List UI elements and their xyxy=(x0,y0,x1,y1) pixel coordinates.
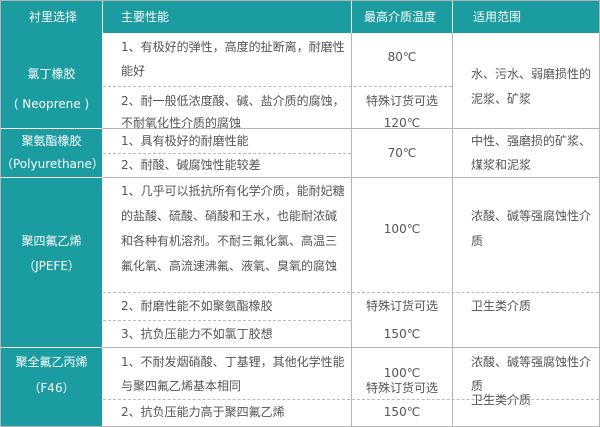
property-line: 1、有极好的弹性，高度的扯断离，耐磨性 xyxy=(121,40,345,54)
property-line: 2、耐酸、碱腐蚀性能较差 xyxy=(121,158,261,172)
property-line: 2、耐一般低浓度酸、碱、盐介质的腐蚀， xyxy=(121,94,345,108)
header-application: 适用范围 xyxy=(473,10,522,24)
application-line: 水、污水、弱磨损性的 xyxy=(471,67,592,81)
row-divider xyxy=(1,177,599,178)
temperature: 150℃ xyxy=(383,405,421,419)
temperature-note: 特殊订货可选 xyxy=(365,299,438,313)
property-line: 不耐氧化性介质的腐蚀 xyxy=(121,116,242,130)
header-max-temp: 最高介质温度 xyxy=(364,10,437,24)
dashed-divider xyxy=(103,153,351,154)
column-divider xyxy=(452,33,453,426)
temperature-note: 特殊订货可选 xyxy=(365,94,438,108)
row-divider xyxy=(1,347,102,348)
property-line: 1、几乎可以抵抗所有化学介质，能耐妃糖 xyxy=(121,184,345,198)
header-divider xyxy=(102,1,103,33)
dashed-divider xyxy=(103,292,599,293)
temperature: 150℃ xyxy=(383,327,421,341)
material-code: ( Neoprene ) xyxy=(13,97,90,111)
material-name: 聚四氟乙烯 xyxy=(21,234,82,248)
property-line: 和各种有机溶剂。不耐三氟化氯、高温三 xyxy=(121,234,338,248)
property-line: 氟化氧、高流速沸氟、液氧、臭氧的腐蚀 xyxy=(121,259,338,273)
temperature-note: 特殊订货可选 xyxy=(365,381,438,395)
property-line: 与聚四氟乙烯基本相同 xyxy=(121,379,242,393)
property-line: 2、耐磨性能不如聚氨酯橡胶 xyxy=(121,299,273,313)
material-name: 聚氨酯橡胶 xyxy=(21,134,82,148)
property-line: 3、抗负压能力不如氯丁胶想 xyxy=(121,327,273,341)
temperature: 100℃ xyxy=(383,222,421,236)
application-line: 煤浆和泥浆 xyxy=(471,158,532,172)
material-code: （F46） xyxy=(28,381,75,395)
property-line: 1、不耐发烟硝酸、丁基锂，其他化学性能 xyxy=(121,355,345,369)
temperature: 100℃ xyxy=(383,366,421,380)
property-line: 的盐酸、硫酸、硝酸和王水，也能耐浓碱 xyxy=(121,209,338,223)
table-header xyxy=(1,1,599,33)
property-line: 1、具有极好的耐磨性能 xyxy=(121,134,249,148)
header-divider xyxy=(452,1,453,33)
header-divider xyxy=(351,1,352,33)
temperature: 80℃ xyxy=(387,50,417,64)
application-line: 中性、强磨损的矿浆、 xyxy=(471,134,592,148)
temperature: 70℃ xyxy=(387,146,417,160)
row-divider xyxy=(1,347,599,348)
application-line: 质 xyxy=(471,379,484,393)
column-divider xyxy=(351,33,352,426)
property-line: 能好 xyxy=(121,64,146,78)
dashed-divider xyxy=(103,86,452,87)
property-line: 2、抗负压能力高于聚四氟乙烯 xyxy=(121,405,285,419)
application-line: 浓酸、碱等强腐蚀性介 xyxy=(471,209,592,223)
application-line: 质 xyxy=(471,234,484,248)
material-name: 氯丁橡胶 xyxy=(27,67,76,81)
dashed-divider xyxy=(103,399,599,400)
row-divider xyxy=(1,128,102,129)
application-line: 卫生类介质 xyxy=(471,299,532,313)
material-column xyxy=(1,33,102,426)
application-line: 浓酸、碱等强腐蚀性介 xyxy=(471,355,592,369)
dashed-divider xyxy=(103,320,351,321)
application-line: 泥浆、矿浆 xyxy=(471,92,532,106)
material-code: （Polyurethane） xyxy=(1,157,104,171)
row-divider xyxy=(1,177,102,178)
material-name: 聚全氟乙丙烯 xyxy=(15,355,88,369)
material-code: （JPEFE） xyxy=(23,259,80,273)
header-lining: 衬里选择 xyxy=(29,10,78,24)
temperature: 120℃ xyxy=(383,116,421,130)
row-divider xyxy=(1,128,599,129)
header-properties: 主要性能 xyxy=(121,10,170,24)
application-line: 卫生类介质 xyxy=(471,393,532,407)
